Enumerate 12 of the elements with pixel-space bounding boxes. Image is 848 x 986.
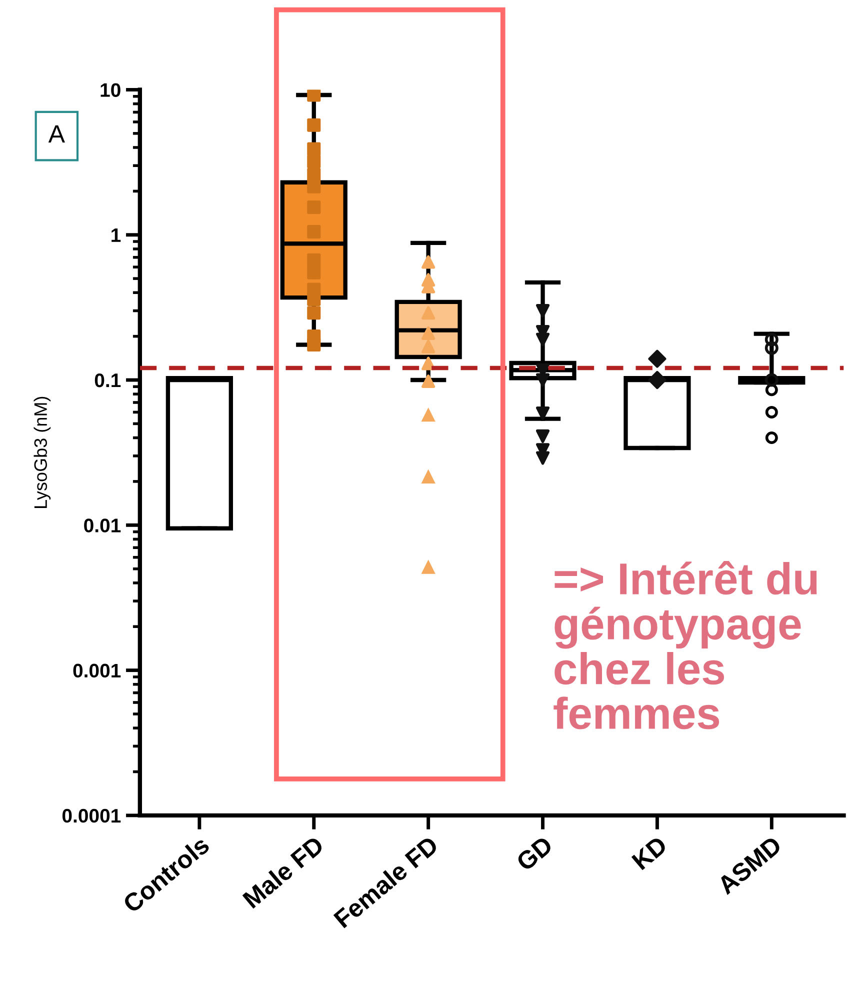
y-tick-label: 0.001 xyxy=(73,664,121,678)
y-tick-label: 1 xyxy=(112,228,121,242)
y-tick-label: 0.0001 xyxy=(62,808,121,823)
y-axis-title: LysoGb3 (nM) xyxy=(34,396,51,508)
x-tick-label: GD xyxy=(515,835,554,872)
annotation: => Intérêt du génotypage chez les femmes xyxy=(554,561,817,730)
x-tick-label: Male FD xyxy=(242,834,325,909)
text: A xyxy=(48,125,65,143)
y-tick-label: 0.01 xyxy=(84,518,121,532)
x-tick-label: KD xyxy=(631,836,668,870)
y-tick-label: 10 xyxy=(100,83,120,97)
y-tick-label: 0.1 xyxy=(94,373,121,388)
